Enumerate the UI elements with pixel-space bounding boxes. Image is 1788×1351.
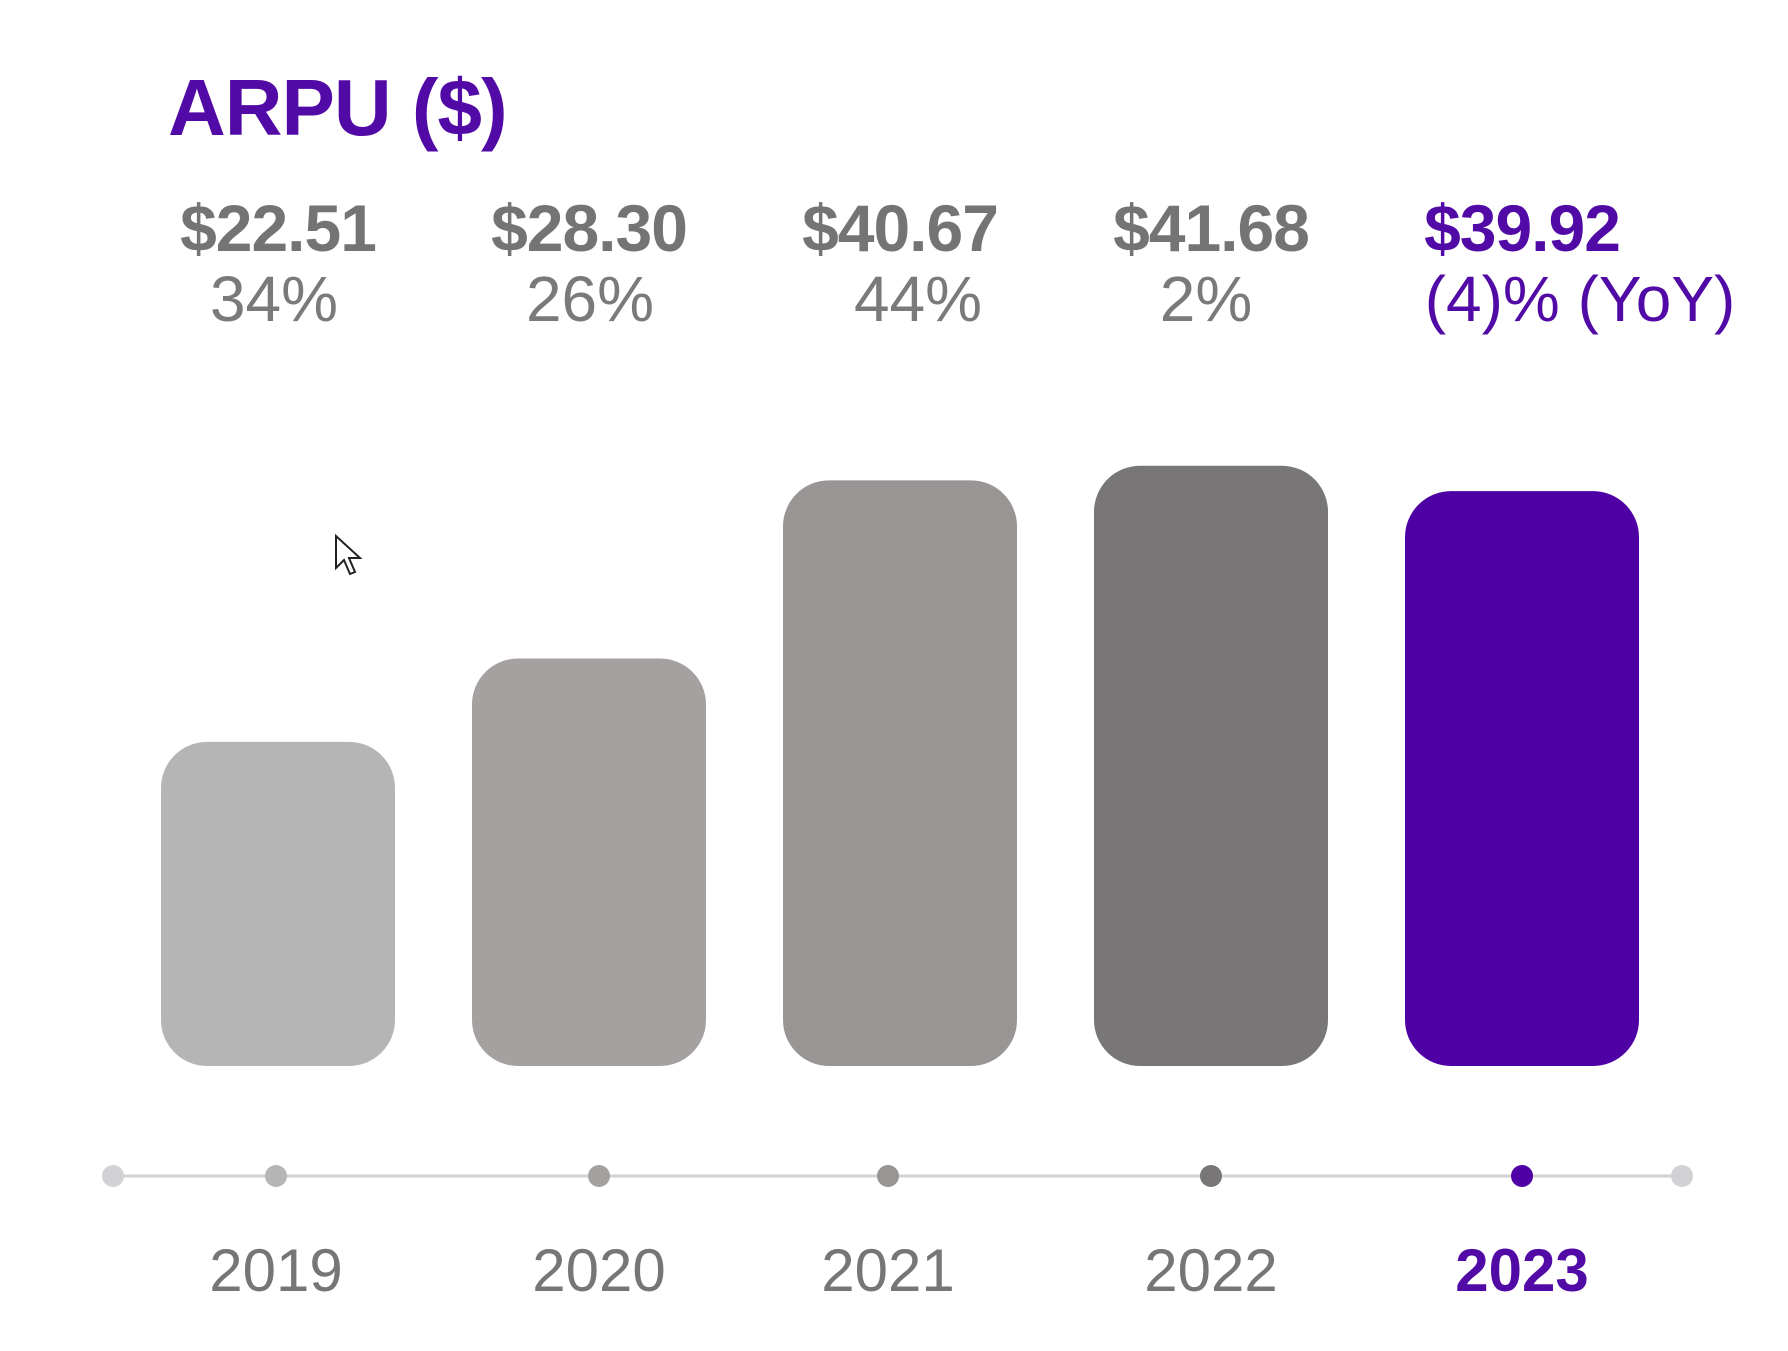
value-label: $40.67: [802, 191, 999, 265]
bar-2019: [161, 741, 395, 1066]
timeline-dot-2022: [1200, 1165, 1222, 1187]
bar-2020: [472, 658, 706, 1066]
growth-label: 34%: [209, 263, 339, 335]
bar-2021: [783, 480, 1017, 1066]
chart-title: ARPU ($): [168, 63, 508, 152]
year-tick-label: 2019: [209, 1237, 343, 1304]
growth-label: 44%: [853, 263, 983, 335]
bar-2023: [1405, 491, 1639, 1067]
bar-2022: [1094, 465, 1328, 1067]
year-tick-label: 2022: [1144, 1237, 1278, 1304]
value-label: $22.51: [180, 191, 377, 265]
year-tick-label: 2020: [532, 1237, 666, 1304]
growth-label: 26%: [525, 263, 655, 335]
growth-label: (4)% (YoY): [1424, 263, 1736, 335]
mouse-cursor-icon: [335, 534, 363, 576]
value-label: $39.92: [1424, 191, 1621, 265]
year-tick-label: 2021: [821, 1237, 955, 1304]
value-label: $41.68: [1113, 191, 1310, 265]
growth-label: 2%: [1159, 263, 1253, 335]
timeline-end-dot: [102, 1165, 124, 1187]
year-tick-label: 2023: [1455, 1237, 1589, 1304]
timeline-dot-2019: [265, 1165, 287, 1187]
timeline-end-dot: [1671, 1165, 1693, 1187]
timeline-dot-2023: [1511, 1165, 1533, 1187]
value-label: $28.30: [491, 191, 688, 265]
timeline-dot-2020: [588, 1165, 610, 1187]
timeline-dot-2021: [877, 1165, 899, 1187]
